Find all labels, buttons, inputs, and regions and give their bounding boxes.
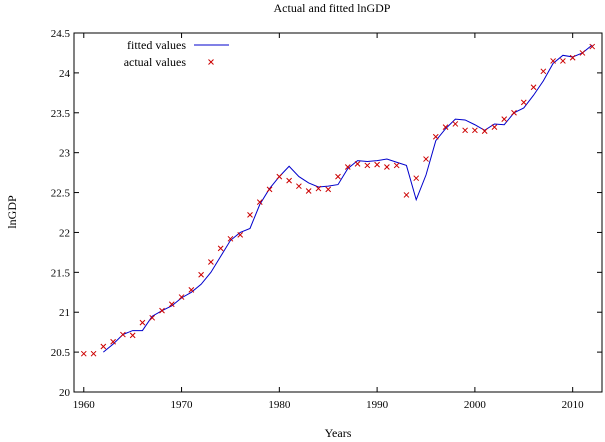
actual-value-point [325,186,332,193]
x-tick-label: 1980 [268,399,291,411]
y-tick-label: 21.5 [51,267,71,279]
actual-value-point [286,177,292,184]
actual-value-point [305,188,312,194]
actual-value-point [159,307,165,314]
actual-value-point [491,124,498,130]
actual-value-point [393,162,400,169]
actual-value-point [354,160,361,167]
y-tick-label: 22 [59,227,70,239]
actual-value-point [296,183,302,190]
actual-value-point [462,127,468,134]
actual-value-point [423,156,429,162]
y-axis-ticks: 20 20.5 21 21.5 22 22.5 23 23.5 24 24.5 [51,28,602,399]
x-axis-title: Years [325,426,352,440]
actual-value-point [110,338,116,345]
actual-value-point [266,186,273,193]
x-tick-label: 2000 [464,399,487,411]
x-tick-label: 1970 [171,399,194,411]
actual-value-point [120,331,126,338]
y-tick-label: 24.5 [51,28,71,40]
actual-value-point [247,212,253,218]
actual-value-point [403,192,410,198]
actual-value-point [344,164,351,170]
actual-value-point [208,259,214,265]
actual-value-point [237,231,244,238]
actual-value-point [335,173,341,180]
chart-title: Actual and fitted lnGDP [274,1,391,15]
y-tick-label: 23.5 [51,108,71,120]
actual-value-point [227,235,234,242]
y-axis-title: lnGDP [5,195,19,229]
actual-value-point [560,58,566,64]
y-tick-label: 22.5 [51,188,71,200]
legend-swatch-actual [208,59,214,65]
actual-value-point [452,121,459,127]
actual-value-point [550,58,556,64]
actual-value-point [384,164,390,170]
x-tick-label: 1960 [73,399,96,411]
actual-value-point [149,314,156,321]
x-tick-label: 2010 [562,399,585,411]
actual-value-point [315,185,322,192]
actual-value-point [432,133,439,140]
actual-value-point [540,68,547,75]
actual-value-point [90,350,97,357]
actual-value-point [442,124,449,130]
legend-marker-x [208,59,214,65]
actual-value-point [276,173,283,180]
actual-value-point [256,199,263,205]
actual-value-point [579,50,586,56]
actual-value-point [129,332,136,339]
actual-value-point [511,109,517,116]
actual-value-point [413,175,420,182]
x-axis-ticks: 1960 1970 1980 1990 2000 2010 [73,33,584,411]
y-tick-label: 21 [59,307,70,319]
actual-values-markers [80,43,596,357]
actual-value-point [520,99,527,106]
x-tick-label: 1990 [366,399,389,411]
y-tick-label: 20.5 [51,347,71,359]
legend-label-actual: actual values [124,55,187,69]
actual-value-point [80,350,87,357]
actual-value-point [481,128,488,134]
actual-value-point [198,271,204,278]
actual-value-point [501,116,508,123]
legend: fitted values actual values [124,38,229,69]
actual-value-point [364,162,371,169]
actual-value-point [178,294,185,300]
y-tick-label: 24 [59,68,71,80]
actual-value-point [100,343,107,350]
actual-value-point [217,245,224,252]
actual-value-point [569,54,576,61]
actual-value-point [530,84,537,91]
actual-value-point [168,301,175,308]
actual-value-point [139,319,146,326]
actual-value-point [188,287,195,293]
fitted-values-line [103,44,593,353]
actual-value-point [374,161,380,168]
y-tick-label: 23 [59,148,71,160]
actual-value-point [589,43,596,50]
legend-label-fitted: fitted values [127,38,186,52]
y-tick-label: 20 [59,387,71,399]
actual-value-point [472,127,478,134]
plot-frame [73,32,603,393]
